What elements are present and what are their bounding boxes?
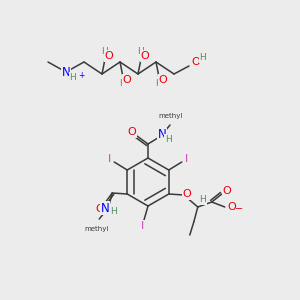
Text: N: N — [61, 65, 70, 79]
Text: O: O — [141, 51, 149, 61]
Text: N: N — [101, 202, 110, 214]
Text: O: O — [192, 57, 200, 67]
Text: O: O — [159, 75, 167, 85]
Text: H: H — [200, 53, 206, 62]
Text: H: H — [154, 80, 161, 88]
Text: O: O — [228, 202, 236, 212]
Text: H: H — [136, 47, 143, 56]
Text: H: H — [70, 73, 76, 82]
Text: O: O — [123, 75, 131, 85]
Text: O: O — [128, 127, 136, 137]
Text: I: I — [185, 154, 188, 164]
Text: H: H — [110, 208, 117, 217]
Text: O: O — [105, 51, 113, 61]
Text: N: N — [158, 128, 166, 142]
Text: methyl: methyl — [159, 113, 183, 119]
Text: methyl: methyl — [84, 226, 108, 232]
Text: I: I — [141, 221, 145, 231]
Text: O: O — [222, 186, 231, 196]
Text: O: O — [182, 189, 191, 199]
Text: O: O — [96, 204, 105, 214]
Text: +: + — [78, 70, 84, 80]
Text: I: I — [108, 154, 111, 164]
Text: H: H — [165, 134, 171, 143]
Text: H: H — [100, 47, 107, 56]
Text: H: H — [200, 196, 206, 205]
Text: −: − — [235, 204, 243, 214]
Text: H: H — [118, 80, 125, 88]
